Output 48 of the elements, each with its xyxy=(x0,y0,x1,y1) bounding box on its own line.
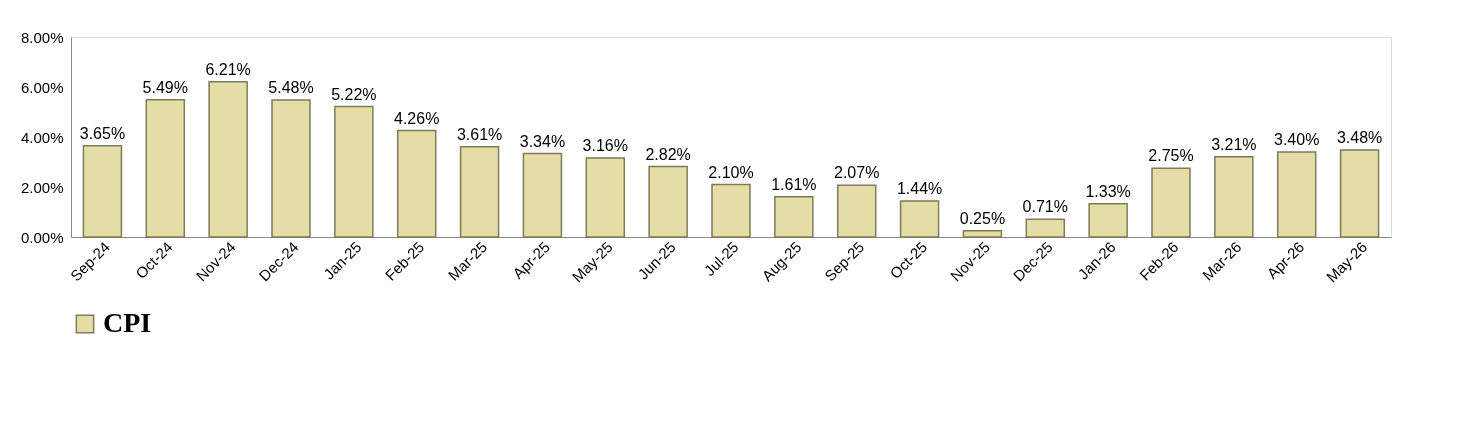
data-label: 2.75% xyxy=(1148,147,1194,165)
data-label: 5.49% xyxy=(142,78,188,96)
bar xyxy=(459,146,500,238)
bar xyxy=(774,196,814,238)
data-label: 3.21% xyxy=(1211,135,1257,153)
bar xyxy=(82,145,123,238)
data-label: 3.61% xyxy=(456,125,503,143)
data-label: 0.25% xyxy=(959,209,1006,227)
bar xyxy=(145,99,186,238)
data-label: 1.33% xyxy=(1085,182,1131,200)
bar xyxy=(711,183,751,238)
data-label: 5.22% xyxy=(331,85,377,103)
data-label: 0.71% xyxy=(1022,198,1068,216)
bar xyxy=(962,230,1003,238)
data-label: 5.48% xyxy=(268,79,314,96)
data-label: 3.65% xyxy=(79,124,126,142)
bar xyxy=(334,105,374,238)
bar xyxy=(1088,203,1128,238)
bar xyxy=(1214,156,1254,238)
bar xyxy=(899,200,940,238)
y-tick-label: 8.00% xyxy=(20,28,64,46)
data-label: 2.82% xyxy=(645,145,691,163)
data-label: 1.61% xyxy=(771,175,817,193)
data-label: 4.26% xyxy=(394,109,440,127)
data-label: 1.44% xyxy=(896,180,943,197)
data-label: 2.07% xyxy=(834,164,880,182)
bar xyxy=(1276,151,1317,238)
y-tick-label: 2.00% xyxy=(20,178,64,196)
data-label: 3.16% xyxy=(582,137,628,154)
bar xyxy=(1025,218,1066,238)
data-label: 3.34% xyxy=(519,132,566,150)
data-label: 3.48% xyxy=(1336,129,1383,146)
bar xyxy=(396,129,437,238)
y-tick-label: 0.00% xyxy=(20,228,64,246)
bar xyxy=(271,99,311,238)
bar xyxy=(1339,149,1380,238)
bar xyxy=(1151,167,1191,238)
data-label: 6.21% xyxy=(205,60,251,78)
y-tick-label: 4.00% xyxy=(20,128,64,146)
bar xyxy=(836,184,877,238)
bar xyxy=(585,157,626,238)
data-label: 2.10% xyxy=(708,163,754,181)
bar xyxy=(648,165,688,238)
legend-label: CPI xyxy=(103,307,152,338)
bar xyxy=(208,81,248,238)
bar xyxy=(522,152,563,238)
y-tick-label: 6.00% xyxy=(20,78,64,96)
data-label: 3.40% xyxy=(1274,131,1320,148)
